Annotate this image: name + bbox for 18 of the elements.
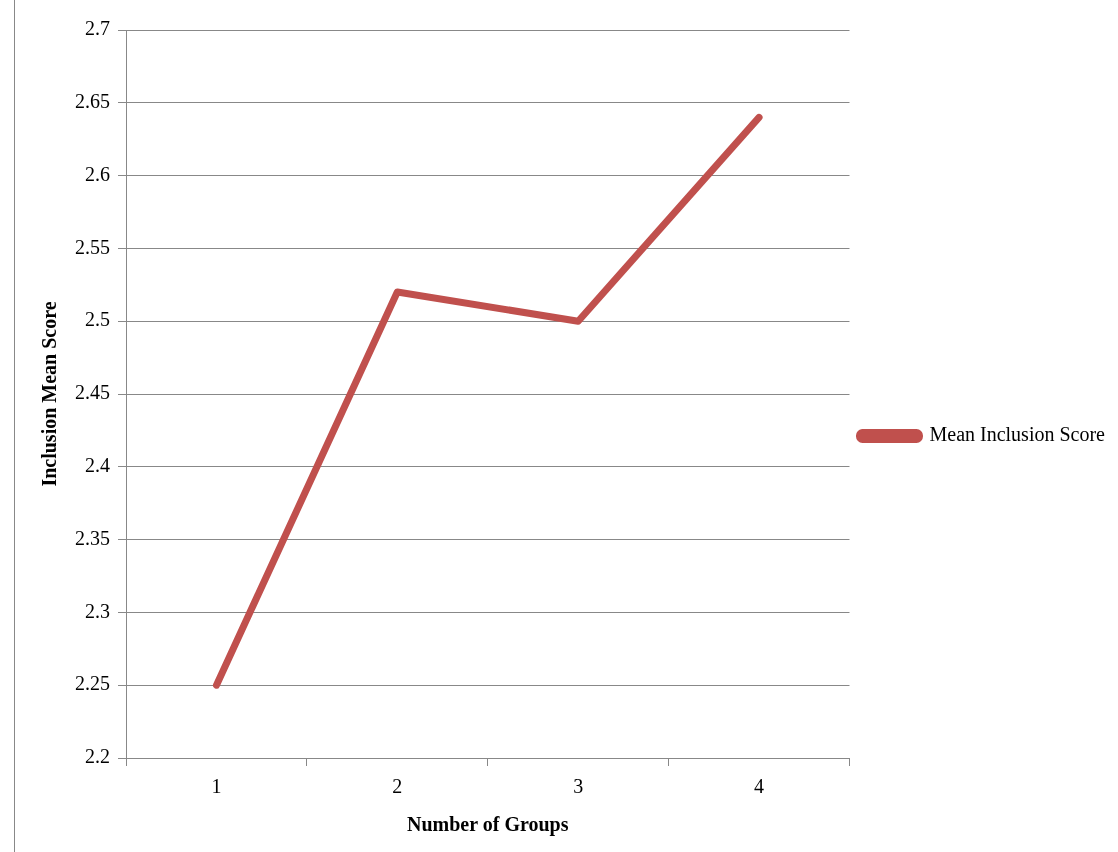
y-axis-title: Inclusion Mean Score [38,301,61,487]
x-tick-label: 2 [392,775,403,798]
x-tick-label: 1 [211,775,222,798]
x-axis-title: Number of Groups [406,813,569,837]
y-tick-label: 2.55 [75,235,110,258]
y-tick-label: 2.45 [75,381,110,404]
y-tick-label: 2.7 [85,17,110,40]
y-tick-label: 2.6 [85,162,110,185]
x-tick-label: 3 [573,775,584,798]
y-tick-label: 2.5 [85,308,110,331]
y-tick-label: 2.35 [75,526,110,549]
legend-label: Mean Inclusion Score [929,423,1106,446]
y-tick-label: 2.4 [85,454,110,477]
y-tick-label: 2.2 [85,745,110,768]
y-tick-label: 2.3 [85,599,110,622]
x-tick-label: 4 [754,775,765,798]
y-tick-label: 2.25 [75,672,110,695]
y-tick-label: 2.65 [75,90,110,113]
